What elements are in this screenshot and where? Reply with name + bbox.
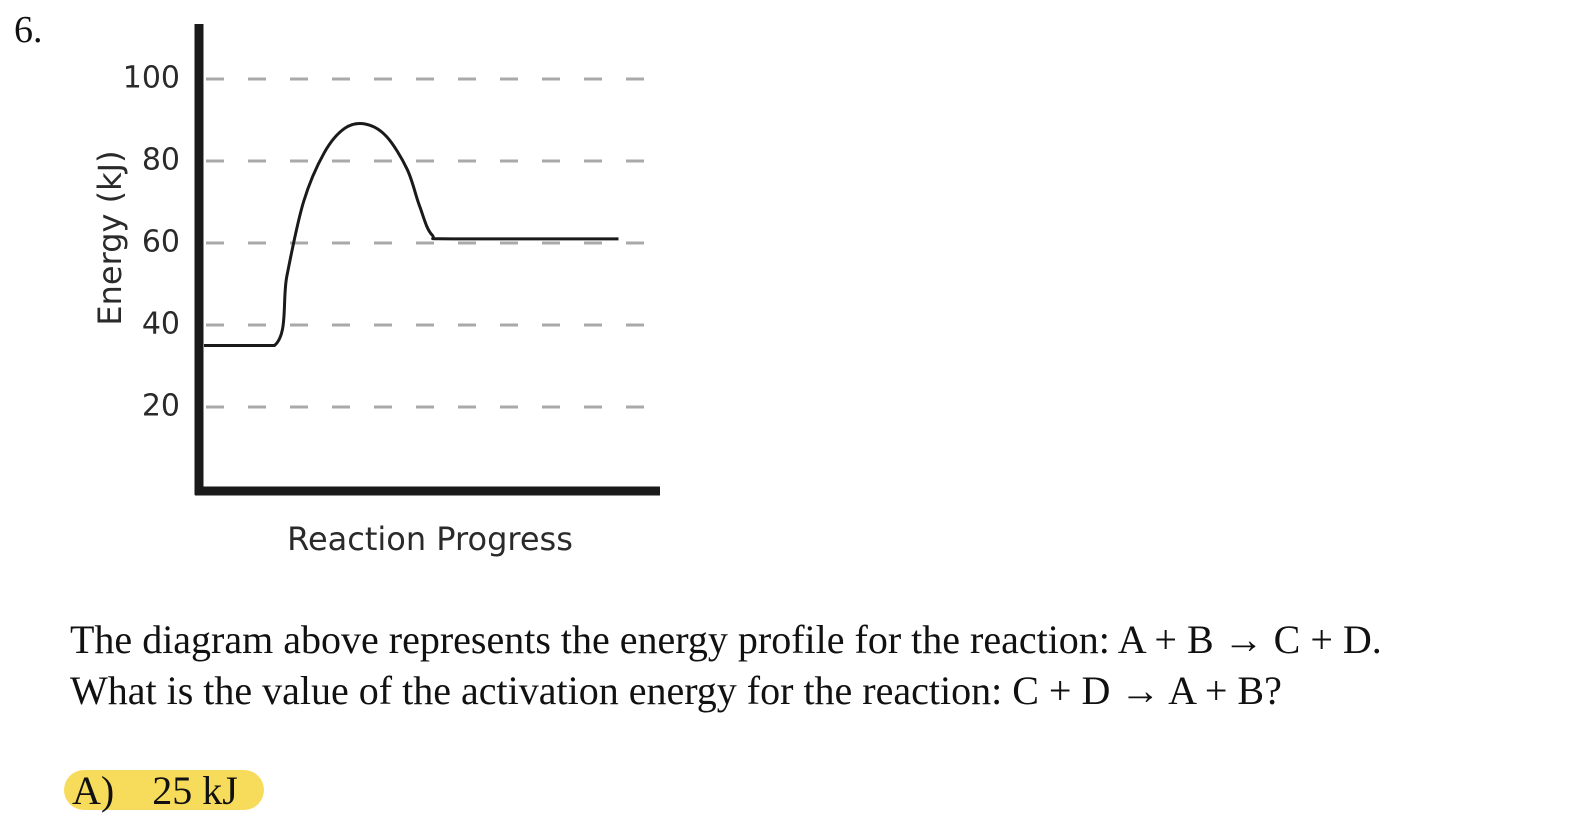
grid-lines bbox=[206, 77, 655, 409]
y-tick-label: 100 bbox=[123, 61, 180, 96]
y-tick-label: 20 bbox=[142, 389, 180, 424]
y-axis-title: Energy (kJ) bbox=[91, 150, 129, 325]
question-number: 6. bbox=[14, 9, 43, 51]
question-line-2: What is the value of the activation ener… bbox=[70, 668, 1282, 713]
y-tick-label: 40 bbox=[142, 307, 180, 342]
question-line-1: The diagram above represents the energy … bbox=[70, 617, 1382, 662]
x-axis-title: Reaction Progress bbox=[287, 520, 573, 558]
y-tick-label: 80 bbox=[142, 143, 180, 178]
answer-value: 25 kJ bbox=[152, 768, 238, 813]
y-tick-labels: 20 40 60 80 100 bbox=[123, 61, 180, 424]
y-tick-label: 60 bbox=[142, 225, 180, 260]
energy-curve bbox=[204, 121, 619, 347]
answer-letter: A) bbox=[72, 768, 115, 813]
question-text: The diagram above represents the energy … bbox=[70, 614, 1382, 716]
answer-choice-a[interactable]: A) 25 kJ bbox=[64, 768, 264, 813]
energy-profile-chart: 20 40 60 80 100 Energy (kJ) Reaction Progres… bbox=[91, 24, 660, 558]
